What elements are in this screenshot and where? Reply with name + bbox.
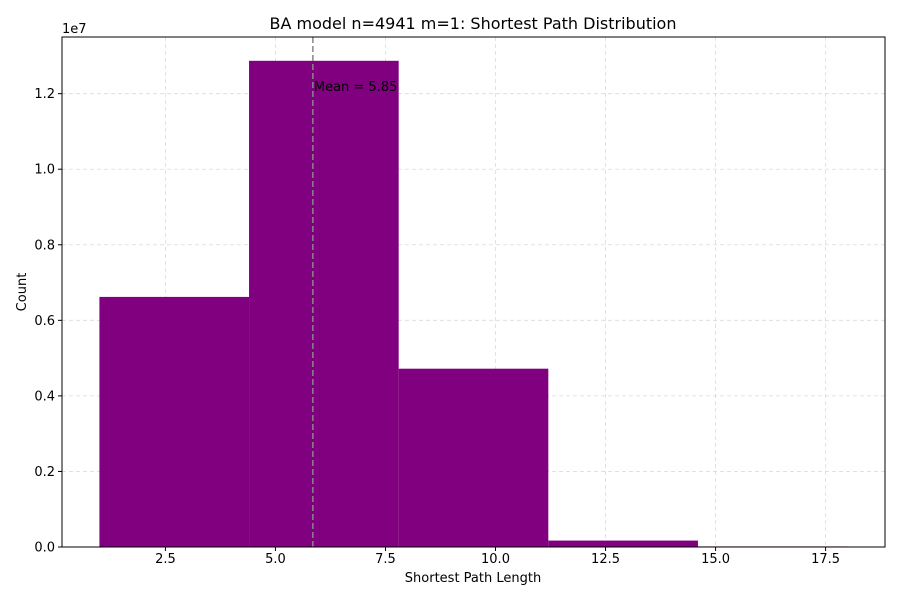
bars-layer	[99, 60, 848, 548]
y-tick-label-0: 0.0	[34, 541, 55, 556]
mean-annotation: Mean = 5.85	[314, 80, 398, 95]
x-tick-label-5: 15.0	[701, 552, 730, 567]
x-tick-label-6: 17.5	[811, 552, 840, 567]
x-axis-ticks: 2.5 5.0 7.5 10.0 12.5 15.0 17.5	[155, 547, 840, 567]
x-tick-label-3: 10.0	[481, 552, 510, 567]
y-tick-label-5: 1.0	[34, 163, 55, 178]
histogram-bar-2	[398, 368, 549, 547]
x-tick-label-1: 5.0	[265, 552, 286, 567]
histogram-bar-0	[99, 296, 250, 547]
y-tick-label-1: 0.2	[34, 465, 55, 480]
y-axis-ticks: 0.0 0.2 0.4 0.6 0.8 1.0 1.2	[34, 87, 62, 556]
y-axis-multiplier: 1e7	[62, 22, 87, 37]
mean-layer: Mean = 5.85	[312, 37, 398, 547]
histogram-bar-3	[548, 540, 698, 547]
chart-title: BA model n=4941 m=1: Shortest Path Distr…	[270, 14, 677, 33]
x-tick-label-4: 12.5	[591, 552, 620, 567]
y-tick-label-4: 0.8	[34, 238, 55, 253]
x-tick-label-2: 7.5	[375, 552, 396, 567]
y-tick-label-2: 0.4	[34, 389, 55, 404]
y-axis-label: Count	[15, 273, 30, 312]
y-tick-label-6: 1.2	[34, 87, 55, 102]
y-tick-label-3: 0.6	[34, 314, 55, 329]
plot-frame	[61, 36, 886, 548]
histogram-bar-1	[249, 60, 399, 548]
x-tick-label-0: 2.5	[155, 552, 176, 567]
x-axis-label: Shortest Path Length	[405, 571, 541, 586]
